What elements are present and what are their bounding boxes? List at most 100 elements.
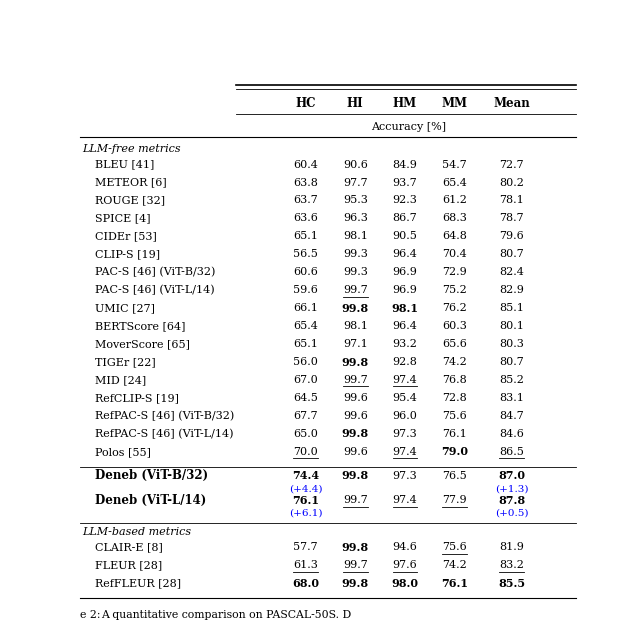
Text: LLM-based metrics: LLM-based metrics bbox=[83, 527, 191, 537]
Text: CLAIR-E [8]: CLAIR-E [8] bbox=[95, 542, 163, 552]
Text: 82.9: 82.9 bbox=[499, 285, 524, 295]
Text: 98.0: 98.0 bbox=[392, 578, 419, 588]
Text: 95.3: 95.3 bbox=[343, 195, 368, 205]
Text: PAC-S [46] (ViT-L/14): PAC-S [46] (ViT-L/14) bbox=[95, 285, 214, 295]
Text: 78.7: 78.7 bbox=[499, 214, 524, 224]
Text: 97.4: 97.4 bbox=[392, 447, 417, 457]
Text: 95.4: 95.4 bbox=[392, 393, 417, 403]
Text: 94.6: 94.6 bbox=[392, 542, 417, 552]
Text: 96.4: 96.4 bbox=[392, 321, 417, 331]
Text: 74.2: 74.2 bbox=[442, 357, 467, 367]
Text: 80.1: 80.1 bbox=[499, 321, 524, 331]
Text: 98.1: 98.1 bbox=[343, 321, 368, 331]
Text: 86.7: 86.7 bbox=[392, 214, 417, 224]
Text: 99.8: 99.8 bbox=[342, 470, 369, 481]
Text: 96.9: 96.9 bbox=[392, 267, 417, 277]
Text: 81.9: 81.9 bbox=[499, 542, 524, 552]
Text: MM: MM bbox=[442, 97, 467, 110]
Text: 99.3: 99.3 bbox=[343, 249, 368, 260]
Text: 76.1: 76.1 bbox=[441, 578, 468, 588]
Text: 90.6: 90.6 bbox=[343, 159, 368, 169]
Text: 85.5: 85.5 bbox=[498, 578, 525, 588]
Text: SPICE [4]: SPICE [4] bbox=[95, 214, 150, 224]
Text: 80.3: 80.3 bbox=[499, 339, 524, 349]
Text: 79.0: 79.0 bbox=[441, 446, 468, 457]
Text: 79.6: 79.6 bbox=[499, 231, 524, 241]
Text: 70.4: 70.4 bbox=[442, 249, 467, 260]
Text: Deneb (ViT-B/32): Deneb (ViT-B/32) bbox=[95, 469, 208, 482]
Text: 56.0: 56.0 bbox=[293, 357, 318, 367]
Text: 77.9: 77.9 bbox=[442, 495, 467, 505]
Text: 97.6: 97.6 bbox=[392, 560, 417, 570]
Text: 99.7: 99.7 bbox=[343, 285, 367, 295]
Text: METEOR [6]: METEOR [6] bbox=[95, 178, 166, 188]
Text: 87.8: 87.8 bbox=[498, 495, 525, 506]
Text: 76.1: 76.1 bbox=[442, 429, 467, 439]
Text: 72.9: 72.9 bbox=[442, 267, 467, 277]
Text: HC: HC bbox=[296, 97, 316, 110]
Text: Mean: Mean bbox=[493, 97, 530, 110]
Text: 99.8: 99.8 bbox=[342, 578, 369, 588]
Text: 99.8: 99.8 bbox=[342, 542, 369, 553]
Text: TIGEr [22]: TIGEr [22] bbox=[95, 357, 156, 367]
Text: 65.1: 65.1 bbox=[293, 339, 318, 349]
Text: 84.9: 84.9 bbox=[392, 159, 417, 169]
Text: 80.7: 80.7 bbox=[499, 357, 524, 367]
Text: 76.2: 76.2 bbox=[442, 303, 467, 313]
Text: HM: HM bbox=[393, 97, 417, 110]
Text: 63.6: 63.6 bbox=[293, 214, 318, 224]
Text: 99.7: 99.7 bbox=[343, 375, 367, 385]
Text: 63.8: 63.8 bbox=[293, 178, 318, 188]
Text: 99.3: 99.3 bbox=[343, 267, 368, 277]
Text: 60.3: 60.3 bbox=[442, 321, 467, 331]
Text: 84.7: 84.7 bbox=[499, 411, 524, 421]
Text: Deneb (ViT-L/14): Deneb (ViT-L/14) bbox=[95, 494, 206, 507]
Text: 85.2: 85.2 bbox=[499, 375, 524, 385]
Text: (+4.4): (+4.4) bbox=[289, 484, 323, 493]
Text: 99.8: 99.8 bbox=[342, 302, 369, 314]
Text: 80.2: 80.2 bbox=[499, 178, 524, 188]
Text: 87.0: 87.0 bbox=[498, 470, 525, 481]
Text: 96.9: 96.9 bbox=[392, 285, 417, 295]
Text: 98.1: 98.1 bbox=[343, 231, 368, 241]
Text: PAC-S [46] (ViT-B/32): PAC-S [46] (ViT-B/32) bbox=[95, 267, 215, 277]
Text: 97.7: 97.7 bbox=[343, 178, 367, 188]
Text: CLIP-S [19]: CLIP-S [19] bbox=[95, 249, 160, 260]
Text: 65.1: 65.1 bbox=[293, 231, 318, 241]
Text: 64.8: 64.8 bbox=[442, 231, 467, 241]
Text: 99.6: 99.6 bbox=[343, 411, 368, 421]
Text: HI: HI bbox=[347, 97, 364, 110]
Text: 92.8: 92.8 bbox=[392, 357, 417, 367]
Text: 74.2: 74.2 bbox=[442, 560, 467, 570]
Text: 59.6: 59.6 bbox=[293, 285, 318, 295]
Text: MID [24]: MID [24] bbox=[95, 375, 146, 385]
Text: 78.1: 78.1 bbox=[499, 195, 524, 205]
Text: 61.3: 61.3 bbox=[293, 560, 318, 570]
Text: (+6.1): (+6.1) bbox=[289, 509, 323, 518]
Text: 67.0: 67.0 bbox=[293, 375, 318, 385]
Text: 84.6: 84.6 bbox=[499, 429, 524, 439]
Text: 54.7: 54.7 bbox=[442, 159, 467, 169]
Text: Polos [55]: Polos [55] bbox=[95, 447, 151, 457]
Text: 65.4: 65.4 bbox=[442, 178, 467, 188]
Text: RefPAC-S [46] (ViT-B/32): RefPAC-S [46] (ViT-B/32) bbox=[95, 411, 234, 421]
Text: 56.5: 56.5 bbox=[293, 249, 318, 260]
Text: e 2:: e 2: bbox=[80, 610, 104, 621]
Text: 60.6: 60.6 bbox=[293, 267, 318, 277]
Text: BERTScore [64]: BERTScore [64] bbox=[95, 321, 186, 331]
Text: UMIC [27]: UMIC [27] bbox=[95, 303, 155, 313]
Text: 72.7: 72.7 bbox=[499, 159, 524, 169]
Text: RefFLEUR [28]: RefFLEUR [28] bbox=[95, 578, 181, 588]
Text: BLEU [41]: BLEU [41] bbox=[95, 159, 154, 169]
Text: 97.1: 97.1 bbox=[343, 339, 367, 349]
Text: 85.1: 85.1 bbox=[499, 303, 524, 313]
Text: 97.3: 97.3 bbox=[392, 471, 417, 481]
Text: 68.0: 68.0 bbox=[292, 578, 319, 588]
Text: 90.5: 90.5 bbox=[392, 231, 417, 241]
Text: 57.7: 57.7 bbox=[293, 542, 318, 552]
Text: 97.3: 97.3 bbox=[392, 429, 417, 439]
Text: MoverScore [65]: MoverScore [65] bbox=[95, 339, 190, 349]
Text: 96.3: 96.3 bbox=[343, 214, 368, 224]
Text: 82.4: 82.4 bbox=[499, 267, 524, 277]
Text: (+1.3): (+1.3) bbox=[495, 484, 528, 493]
